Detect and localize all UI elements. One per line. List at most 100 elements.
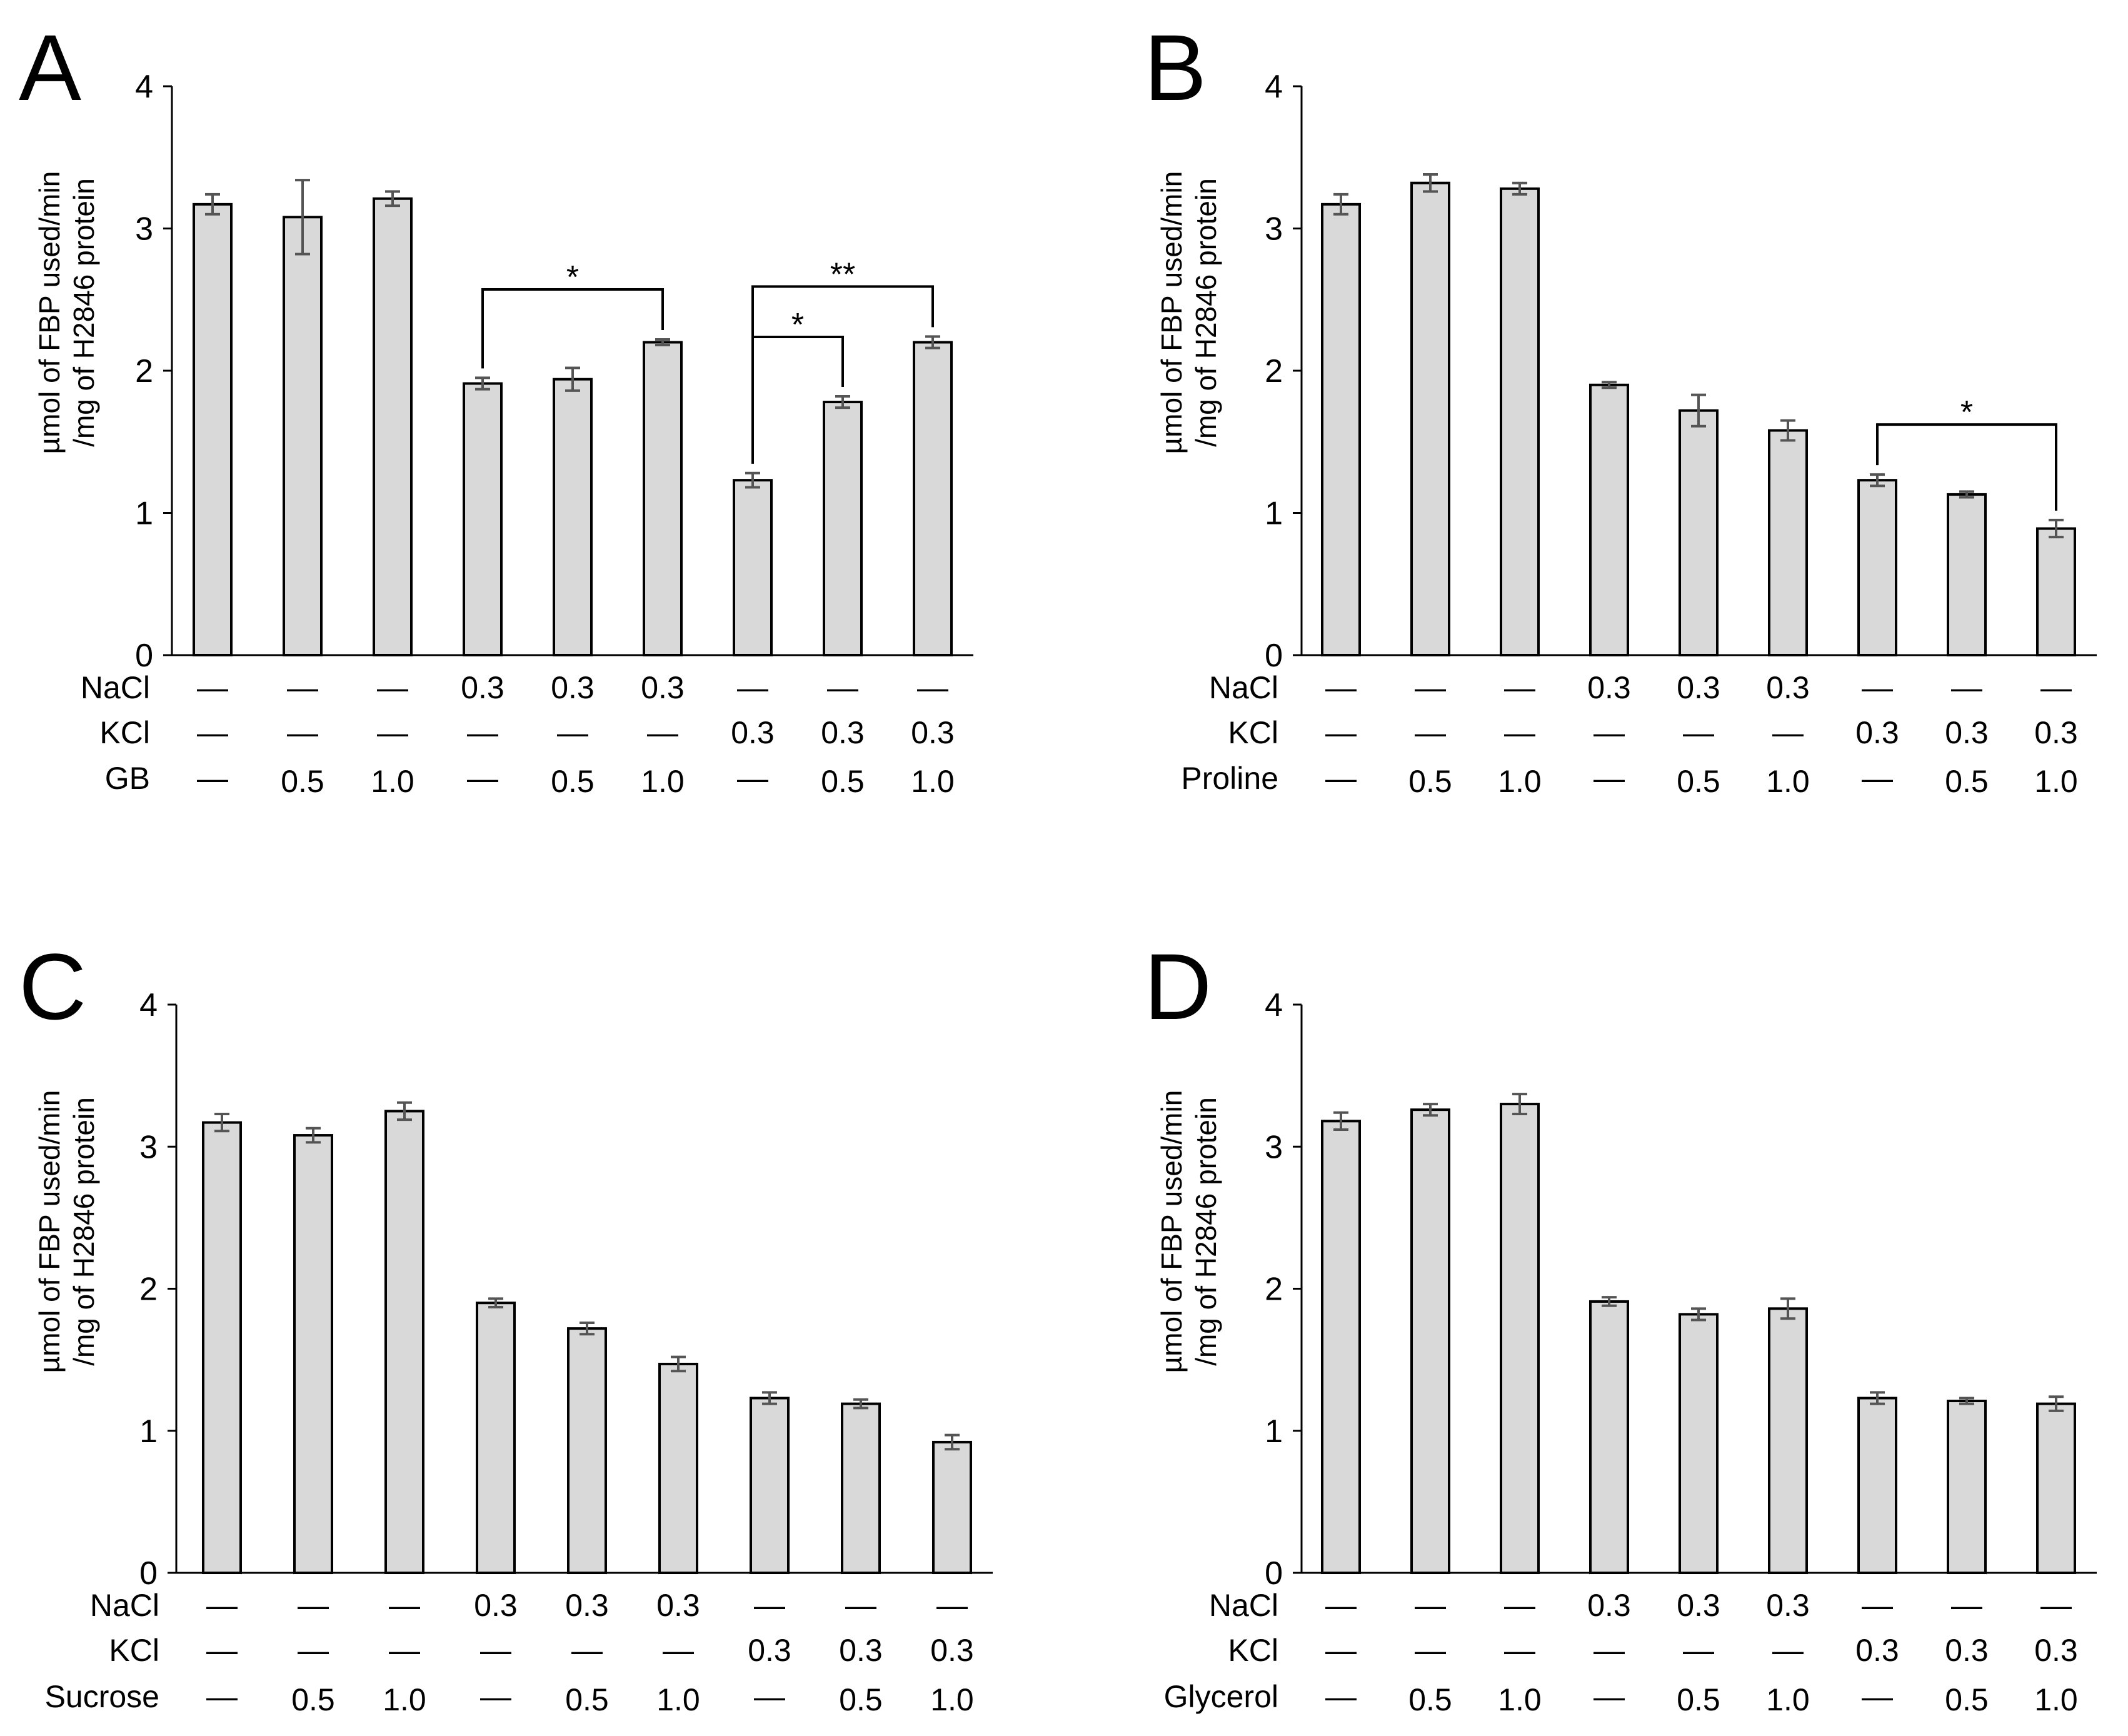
condition-cell: 0.3 — [839, 1633, 883, 1668]
y-axis-label-line1: µmol of FBP used/min — [1155, 171, 1188, 454]
condition-cell: — — [1325, 1633, 1357, 1668]
condition-cell: — — [1504, 715, 1535, 750]
condition-cell: 0.3 — [1945, 1633, 1989, 1668]
condition-cell: — — [1415, 670, 1446, 705]
bar — [2036, 527, 2076, 657]
y-axis-label-line2: /mg of H2846 protein — [1190, 1097, 1222, 1366]
condition-cell: — — [1772, 1633, 1804, 1668]
condition-row-label: KCl — [1228, 1633, 1278, 1668]
y-axis-label-line1: µmol of FBP used/min — [33, 171, 66, 454]
condition-cell: — — [480, 1679, 511, 1714]
condition-cell: — — [1951, 670, 1982, 705]
condition-cell: 0.3 — [656, 1588, 700, 1623]
condition-cell: — — [737, 670, 768, 705]
condition-cell: 0.3 — [731, 715, 775, 750]
condition-cell: 1.0 — [2034, 764, 2078, 799]
bar — [643, 341, 683, 656]
condition-row-label: KCl — [1228, 715, 1278, 750]
panel-letter: B — [1144, 15, 1207, 120]
y-tick-label: 2 — [139, 1272, 158, 1308]
condition-cell: 1.0 — [371, 764, 414, 799]
condition-cell: — — [1504, 1633, 1535, 1668]
condition-cell: — — [377, 670, 408, 705]
bar — [1679, 1313, 1719, 1575]
condition-cell: — — [389, 1588, 420, 1623]
bar — [1410, 1108, 1450, 1575]
bar — [932, 1440, 972, 1574]
y-tick-label: 2 — [1265, 353, 1283, 389]
condition-cell: — — [1772, 715, 1804, 750]
condition-cell: — — [663, 1633, 694, 1668]
condition-cell: — — [389, 1633, 420, 1668]
y-tick-label: 4 — [135, 69, 153, 105]
significance-label: ** — [830, 256, 855, 293]
panel-d: D µmol of FBP used/min /mg of H2846 prot… — [1144, 934, 2097, 1717]
condition-cell: 0.3 — [641, 670, 685, 705]
condition-cell: — — [1683, 1633, 1714, 1668]
bar — [1947, 1400, 1987, 1575]
bar — [1679, 409, 1719, 656]
condition-cell: 0.3 — [1766, 1588, 1810, 1623]
condition-cell: — — [1862, 1588, 1893, 1623]
condition-cell: — — [917, 670, 948, 705]
bar — [823, 401, 863, 656]
condition-row-label: KCl — [99, 715, 150, 750]
bar — [476, 1302, 516, 1575]
condition-cell: — — [2040, 670, 2072, 705]
condition-cell: — — [206, 1679, 238, 1714]
bar — [384, 1110, 424, 1574]
condition-cell: — — [754, 1679, 785, 1714]
condition-cell: 0.3 — [474, 1588, 518, 1623]
condition-cell: — — [1325, 1679, 1357, 1714]
condition-cell: 0.3 — [748, 1633, 791, 1668]
condition-cell: — — [1325, 715, 1357, 750]
bar — [658, 1362, 698, 1574]
bar — [1321, 203, 1361, 656]
condition-row-label: NaCl — [1209, 1588, 1278, 1623]
condition-cell: — — [2040, 1588, 2072, 1623]
condition-cell: — — [1862, 670, 1893, 705]
panel-c: C µmol of FBP used/min /mg of H2846 prot… — [19, 934, 993, 1717]
y-tick-label: 4 — [139, 987, 158, 1023]
bar — [1410, 181, 1450, 656]
condition-cell: 0.3 — [565, 1588, 609, 1623]
condition-cell: 0.5 — [291, 1682, 335, 1717]
panel-letter: D — [1144, 934, 1212, 1039]
bar — [2036, 1402, 2076, 1574]
condition-cell: 0.5 — [565, 1682, 609, 1717]
condition-cell: — — [206, 1588, 238, 1623]
condition-cell: 0.5 — [1408, 1682, 1452, 1717]
significance-bracket — [481, 288, 664, 369]
bar — [1500, 187, 1540, 656]
condition-cell: 0.3 — [821, 715, 865, 750]
bar — [463, 382, 503, 656]
condition-cell: — — [1325, 1588, 1357, 1623]
condition-cell: 0.3 — [1855, 715, 1899, 750]
condition-cell: 0.5 — [1408, 764, 1452, 799]
condition-cell: 0.3 — [2034, 715, 2078, 750]
condition-cell: 0.5 — [281, 764, 324, 799]
bar — [283, 216, 323, 656]
condition-cell: — — [1415, 1633, 1446, 1668]
condition-cell: — — [480, 1633, 511, 1668]
y-tick-label: 0 — [1265, 638, 1283, 674]
condition-cell: — — [197, 761, 228, 796]
condition-cell: — — [1325, 761, 1357, 796]
bar — [1589, 1300, 1629, 1574]
bar — [733, 479, 773, 656]
condition-cell: — — [1593, 1633, 1625, 1668]
condition-cell: — — [1504, 1588, 1535, 1623]
condition-cell: 0.5 — [1677, 1682, 1720, 1717]
significance-label: * — [791, 307, 804, 343]
panel-b: B µmol of FBP used/min /mg of H2846 prot… — [1144, 15, 2097, 799]
condition-cell: 1.0 — [656, 1682, 700, 1717]
condition-row-label: NaCl — [90, 1588, 159, 1623]
significance-bracket — [1876, 423, 2057, 511]
bar — [293, 1134, 333, 1574]
condition-cell: 1.0 — [641, 764, 685, 799]
condition-cell: — — [1325, 670, 1357, 705]
y-tick-label: 0 — [1265, 1555, 1283, 1592]
condition-cell: — — [1862, 1679, 1893, 1714]
y-axis-label-line1: µmol of FBP used/min — [33, 1090, 66, 1373]
condition-cell: 1.0 — [930, 1682, 974, 1717]
